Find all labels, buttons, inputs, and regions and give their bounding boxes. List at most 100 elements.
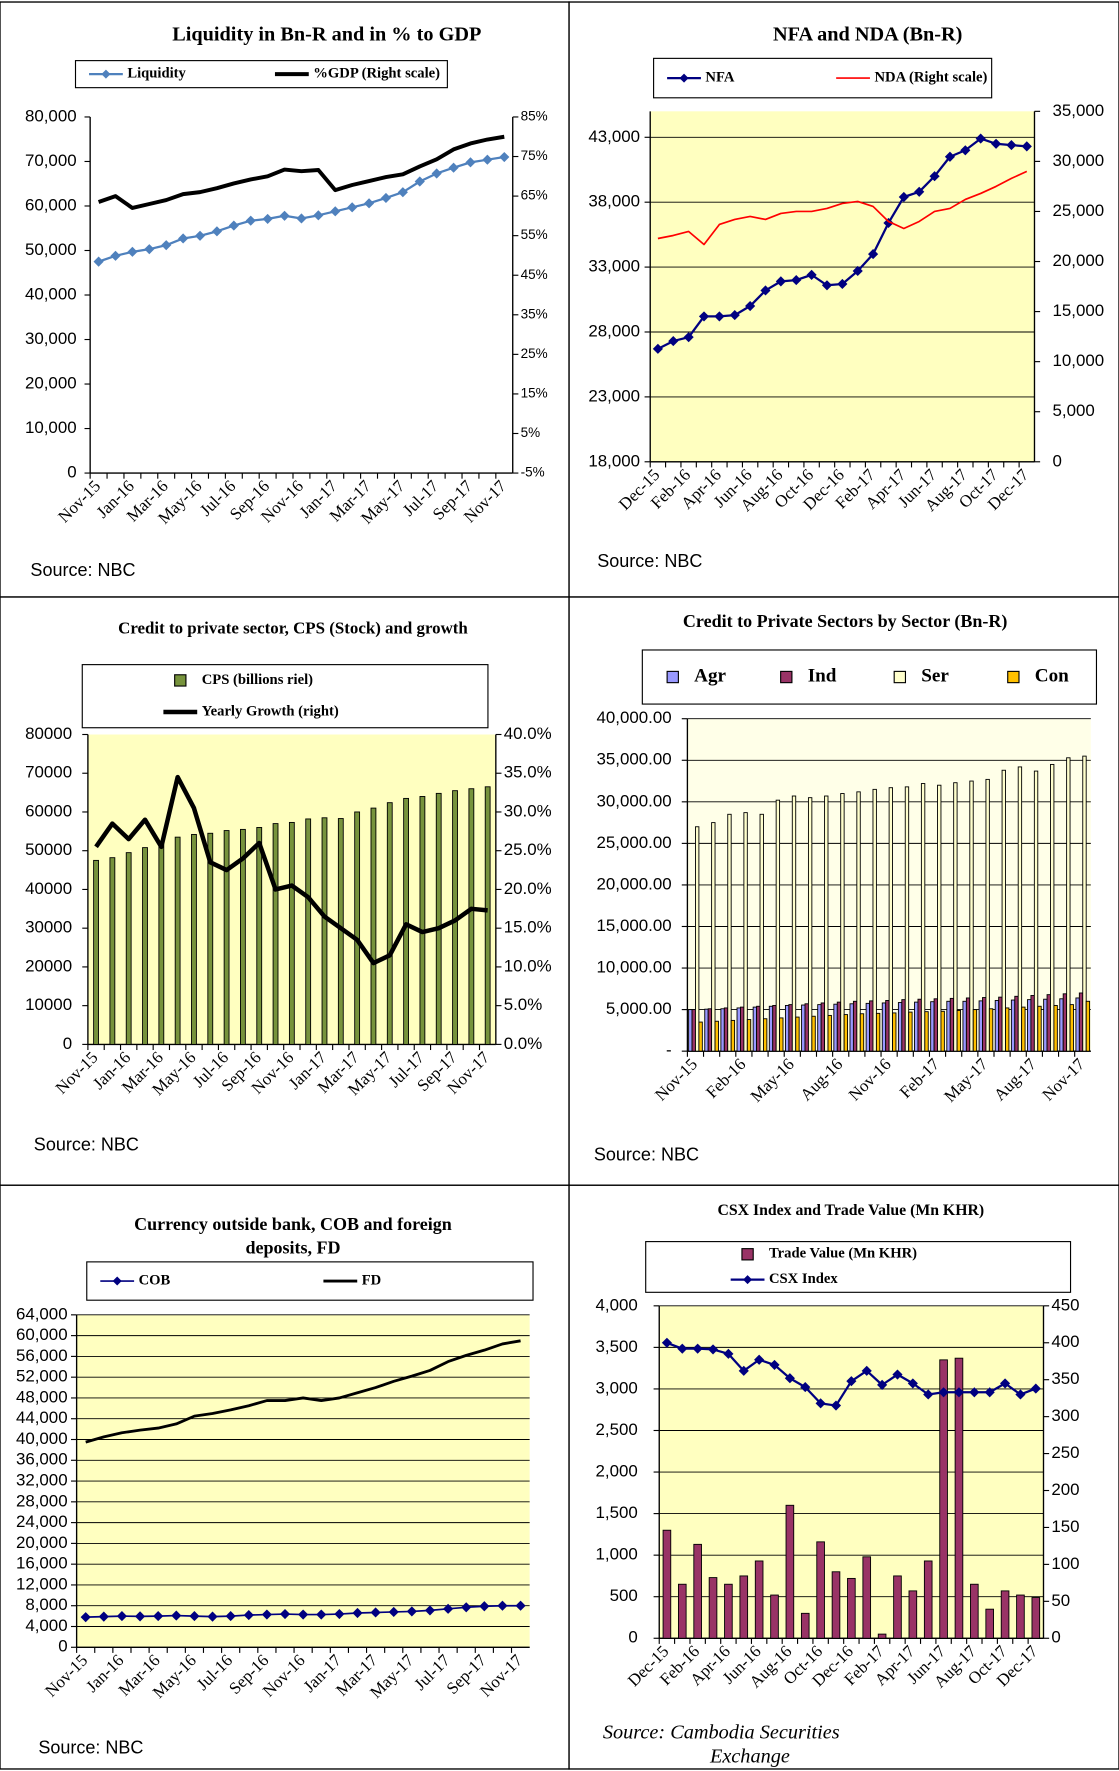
y2-tick-label: 0.0%	[504, 1034, 543, 1053]
point-marker	[707, 1344, 719, 1355]
y-tick-label: 35,000.00	[596, 750, 671, 769]
y-tick-label: 30,000	[25, 329, 77, 348]
point-marker	[714, 311, 725, 322]
chart-title: deposits, FD	[245, 1238, 340, 1258]
bar	[784, 1004, 790, 1052]
bar	[930, 1001, 935, 1052]
point-marker	[898, 191, 909, 203]
bar	[740, 1006, 745, 1052]
bar	[720, 1008, 725, 1052]
legend-marker	[112, 1276, 122, 1286]
bar	[109, 857, 116, 1045]
bar	[484, 786, 491, 1045]
y2-tick-label: 30,000	[1053, 151, 1105, 170]
bar	[704, 1008, 709, 1052]
legend-label: NDA (Right scale)	[874, 69, 987, 85]
bar	[768, 1005, 774, 1052]
y-tick-label: 3,500	[596, 1337, 638, 1356]
source-note: Source: NBC	[597, 551, 702, 571]
bar	[1030, 995, 1035, 1052]
bar	[759, 813, 764, 1052]
point-marker	[683, 332, 694, 343]
bar	[125, 852, 132, 1045]
y2-tick-label: 45%	[521, 267, 548, 282]
bar	[946, 1000, 951, 1052]
bar	[1005, 1007, 1010, 1052]
chart-panel: NFA and NDA (Bn-R) 18,000 23,000 28,000 33,0…	[568, 1, 1119, 598]
bar	[174, 836, 181, 1045]
bar	[693, 1543, 702, 1639]
y-tick-label: 30000	[25, 918, 72, 937]
y2-tick-label: 35.0%	[504, 763, 552, 782]
y-tick-label: 64,000	[16, 1304, 68, 1323]
bar	[877, 1633, 887, 1639]
bar	[736, 1007, 741, 1052]
bar	[677, 1583, 687, 1639]
bar	[893, 1575, 902, 1639]
legend-label: Trade Value (Mn KHR)	[769, 1246, 917, 1262]
bar	[403, 797, 409, 1045]
bar	[730, 1019, 736, 1052]
y2-tick-label: 30.0%	[504, 801, 552, 820]
legend-box	[641, 649, 1098, 705]
legend-box	[645, 1241, 1072, 1293]
bar	[468, 788, 475, 1045]
bar	[772, 1004, 777, 1052]
bar	[869, 1000, 874, 1052]
bar	[817, 1004, 822, 1052]
y-tick-label: 52,000	[16, 1367, 68, 1386]
y-tick-label: 44,000	[16, 1408, 68, 1427]
y-tick-label: 43,000	[588, 127, 640, 146]
bar	[386, 802, 393, 1045]
bar	[852, 1000, 858, 1052]
source-note: Source: NBC	[38, 1737, 143, 1757]
y-tick-label: 50000	[25, 840, 72, 859]
y2-tick-label: 5.0%	[504, 995, 543, 1014]
bar	[707, 1008, 713, 1052]
y2-tick-label: 65%	[521, 188, 548, 203]
legend-label: Ser	[921, 665, 949, 686]
line-series	[97, 134, 505, 210]
bar	[1069, 1004, 1074, 1052]
point-marker	[821, 280, 833, 291]
point-marker	[929, 171, 940, 182]
point-marker	[1015, 1389, 1026, 1400]
bar	[840, 793, 845, 1052]
y-tick-label: 40,000	[16, 1429, 68, 1448]
line-series	[85, 1339, 521, 1444]
bar	[779, 1017, 784, 1052]
bar	[1033, 770, 1039, 1052]
y-tick-label: 3,000	[596, 1378, 638, 1397]
y-tick-label: 80000	[25, 724, 72, 743]
bar	[1082, 755, 1087, 1052]
point-marker	[116, 1611, 128, 1622]
legend-label: CPS (billions riel)	[202, 672, 313, 688]
chart-title: NFA and NDA (Bn-R)	[773, 23, 962, 45]
bar	[158, 844, 165, 1045]
bar	[788, 1004, 793, 1052]
chart-title: Credit to private sector, CPS (Stock) an…	[118, 619, 468, 638]
point-marker	[171, 1610, 182, 1621]
bar	[256, 827, 263, 1045]
bar	[1016, 1594, 1025, 1639]
legend-box	[86, 1261, 534, 1301]
source-note: Source: NBC	[594, 1145, 699, 1165]
bar	[970, 1583, 979, 1639]
y2-tick-label: 20,000	[1053, 251, 1105, 270]
y-tick-label: 23,000	[588, 386, 640, 405]
bar	[881, 1002, 887, 1052]
point-marker	[815, 1398, 826, 1409]
bar	[994, 1000, 1000, 1052]
legend-swatch	[741, 1248, 754, 1261]
bar	[901, 999, 906, 1052]
bar	[688, 1009, 693, 1052]
chart-title: Currency outside bank, COB and foreign	[134, 1214, 452, 1234]
bar	[843, 1014, 849, 1052]
y2-tick-label: 0	[1053, 451, 1062, 470]
y-tick-label: 20,000.00	[596, 874, 671, 893]
legend-marker	[101, 69, 111, 79]
bar	[917, 998, 922, 1052]
bar	[1075, 997, 1080, 1052]
bar	[836, 1001, 842, 1052]
bar	[965, 997, 971, 1052]
